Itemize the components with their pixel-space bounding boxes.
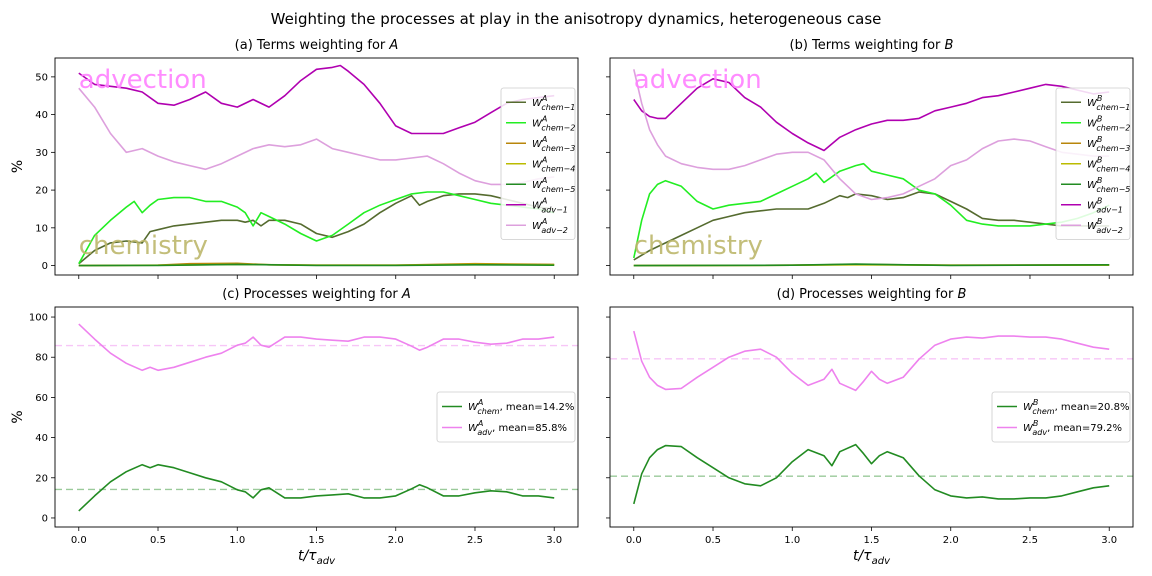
series-a-adv-2: [78, 87, 555, 186]
legend-label-b-chem-4: WB chem−4: [1087, 155, 1130, 173]
panel-b: (b) Terms weighting for B advection chemis…: [606, 38, 1134, 279]
legend-label-a-chem-4: WA chem−4: [532, 155, 575, 173]
ytick-label-c-0: 0: [42, 513, 48, 524]
series-c-chem: [78, 463, 555, 512]
legend-label-b-adv-1: WB adv−1: [1087, 196, 1123, 214]
xtick-label-c-1: 0.5: [150, 535, 166, 546]
annotation-b-1: chemistry: [634, 231, 763, 261]
legend-label-b-chem-5: WB chem−5: [1087, 176, 1130, 194]
figure-title: Weighting the processes at play in the a…: [271, 10, 882, 28]
legend-label-a-chem-3: WA chem−3: [532, 135, 575, 153]
panel-a-title: (a) Terms weighting for A: [235, 38, 399, 53]
xtick-label-c-0: 0.0: [71, 535, 87, 546]
series-b-adv-2: [633, 69, 1110, 201]
xtick-label-d-3: 1.5: [864, 535, 880, 546]
series-b-chem-5: [633, 263, 1110, 267]
xtick-label-d-0: 0.0: [626, 535, 642, 546]
legend-box-a: [500, 87, 576, 240]
legend-label-d-chem: WB chem, mean=20.8%: [1023, 398, 1129, 416]
legend-label-c-adv: WA adv, mean=85.8%: [468, 419, 567, 437]
legend-label-a-chem-2: WA chem−2: [532, 114, 575, 132]
series-a-adv-1: [78, 64, 555, 135]
legend-box-d: [991, 391, 1131, 443]
legend-c: WA chem, mean=14.2% WA adv, mean=85.8%: [436, 391, 576, 443]
series-a-chem-2: [78, 191, 555, 265]
series-a-chem-5: [78, 263, 555, 267]
annotation-a-1: chemistry: [79, 231, 208, 261]
series-b-chem-2: [633, 162, 1110, 259]
xtick-label-c-4: 2.0: [388, 535, 404, 546]
ytick-label-a-0: 0: [42, 261, 48, 272]
xlabel-c: t/τadv: [298, 548, 336, 567]
ytick-label-c-5: 100: [29, 313, 48, 324]
ytick-label-c-3: 60: [35, 393, 48, 404]
xtick-label-c-3: 1.5: [309, 535, 325, 546]
legend-b: WB chem−1 WB chem−2 WB chem−3 WB chem−4 WB chem−5…: [1055, 87, 1131, 240]
legend-label-b-adv-2: WB adv−2: [1087, 217, 1123, 235]
legend-label-d-adv: WB adv, mean=79.2%: [1023, 419, 1122, 437]
ytick-label-a-1: 10: [35, 223, 48, 234]
annotation-b-0: advection: [634, 65, 762, 95]
xtick-label-d-1: 0.5: [705, 535, 721, 546]
series-b-adv-1: [633, 78, 1110, 152]
series-a-chem-1: [78, 193, 555, 265]
legend-label-a-adv-1: WA adv−1: [532, 196, 568, 214]
panel-d: (d) Processes weighting for B 0.0 0.5 1.0 1.…: [606, 287, 1134, 567]
annotation-a-0: advection: [79, 65, 207, 95]
legend-d: WB chem, mean=20.8% WB adv, mean=79.2%: [991, 391, 1131, 443]
xtick-label-d-2: 1.0: [784, 535, 800, 546]
legend-a: WA chem−1 WA chem−2 WA chem−3 WA chem−4 WA chem−5…: [500, 87, 576, 240]
xtick-label-c-5: 2.5: [467, 535, 483, 546]
ytick-label-c-4: 80: [35, 353, 48, 364]
ytick-label-a-5: 50: [35, 72, 48, 83]
xlabel-d: t/τadv: [853, 548, 891, 567]
panel-b-title: (b) Terms weighting for B: [790, 38, 954, 53]
panels: (a) Terms weighting for A advection chemis…: [10, 38, 1134, 567]
xtick-label-d-6: 3.0: [1101, 535, 1117, 546]
ytick-label-a-4: 40: [35, 110, 48, 121]
legend-label-c-chem: WA chem, mean=14.2%: [468, 398, 574, 416]
ytick-label-a-2: 20: [35, 186, 48, 197]
ylabel-c: %: [10, 410, 26, 423]
legend-label-b-chem-1: WB chem−1: [1087, 94, 1130, 112]
ytick-label-c-1: 20: [35, 473, 48, 484]
legend-box-b: [1055, 87, 1131, 240]
series-b-chem-1: [633, 191, 1110, 261]
panel-c-title: (c) Processes weighting for A: [222, 287, 411, 302]
panel-a: (a) Terms weighting for A advection chemis…: [10, 38, 579, 279]
xtick-label-d-4: 2.0: [943, 535, 959, 546]
xtick-label-c-2: 1.0: [229, 535, 245, 546]
series-c-adv: [78, 323, 555, 372]
panel-d-title: (d) Processes weighting for B: [777, 287, 967, 302]
legend-label-a-chem-1: WA chem−1: [532, 94, 575, 112]
legend-label-b-chem-2: WB chem−2: [1087, 114, 1130, 132]
ytick-label-a-3: 30: [35, 148, 48, 159]
ytick-label-c-2: 40: [35, 433, 48, 444]
ylabel-a: %: [10, 160, 26, 173]
legend-label-b-chem-3: WB chem−3: [1087, 135, 1130, 153]
xtick-label-d-5: 2.5: [1022, 535, 1038, 546]
xtick-label-c-6: 3.0: [546, 535, 562, 546]
series-d-chem: [633, 443, 1110, 505]
legend-box-c: [436, 391, 576, 443]
panel-c: (c) Processes weighting for A 0.0 0.5 1.0 1.…: [10, 287, 579, 567]
series-d-adv: [633, 330, 1110, 392]
legend-label-a-chem-5: WA chem−5: [532, 176, 575, 194]
legend-label-a-adv-2: WA adv−2: [532, 217, 568, 235]
